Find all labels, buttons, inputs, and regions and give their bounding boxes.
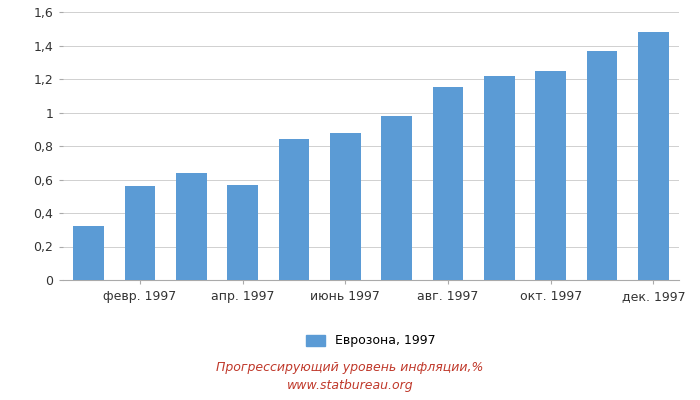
Bar	[536, 71, 566, 280]
Legend: Еврозона, 1997: Еврозона, 1997	[307, 334, 435, 348]
Bar	[587, 50, 617, 280]
Bar	[484, 76, 514, 280]
Bar	[125, 186, 155, 280]
Bar	[176, 173, 206, 280]
Bar	[433, 87, 463, 280]
Bar	[638, 32, 668, 280]
Bar	[382, 116, 412, 280]
Bar	[279, 139, 309, 280]
Bar	[74, 226, 104, 280]
Bar	[330, 132, 360, 280]
Bar	[228, 184, 258, 280]
Text: www.statbureau.org: www.statbureau.org	[287, 380, 413, 392]
Text: Прогрессирующий уровень инфляции,%: Прогрессирующий уровень инфляции,%	[216, 362, 484, 374]
